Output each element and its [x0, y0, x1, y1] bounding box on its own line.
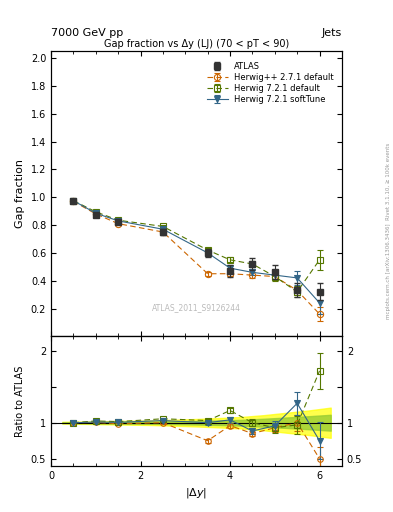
Text: 7000 GeV pp: 7000 GeV pp [51, 28, 123, 38]
X-axis label: $|\Delta y|$: $|\Delta y|$ [185, 486, 208, 500]
Title: Gap fraction vs Δy (LJ) (70 < pT < 90): Gap fraction vs Δy (LJ) (70 < pT < 90) [104, 39, 289, 49]
Text: Jets: Jets [321, 28, 342, 38]
Text: ATLAS_2011_S9126244: ATLAS_2011_S9126244 [152, 303, 241, 312]
Y-axis label: Gap fraction: Gap fraction [15, 159, 25, 228]
Text: mcplots.cern.ch [arXiv:1306.3436]  Rivet 3.1.10, ≥ 100k events: mcplots.cern.ch [arXiv:1306.3436] Rivet … [386, 142, 391, 318]
Legend: ATLAS, Herwig++ 2.7.1 default, Herwig 7.2.1 default, Herwig 7.2.1 softTune: ATLAS, Herwig++ 2.7.1 default, Herwig 7.… [204, 58, 337, 108]
Y-axis label: Ratio to ATLAS: Ratio to ATLAS [15, 366, 25, 437]
